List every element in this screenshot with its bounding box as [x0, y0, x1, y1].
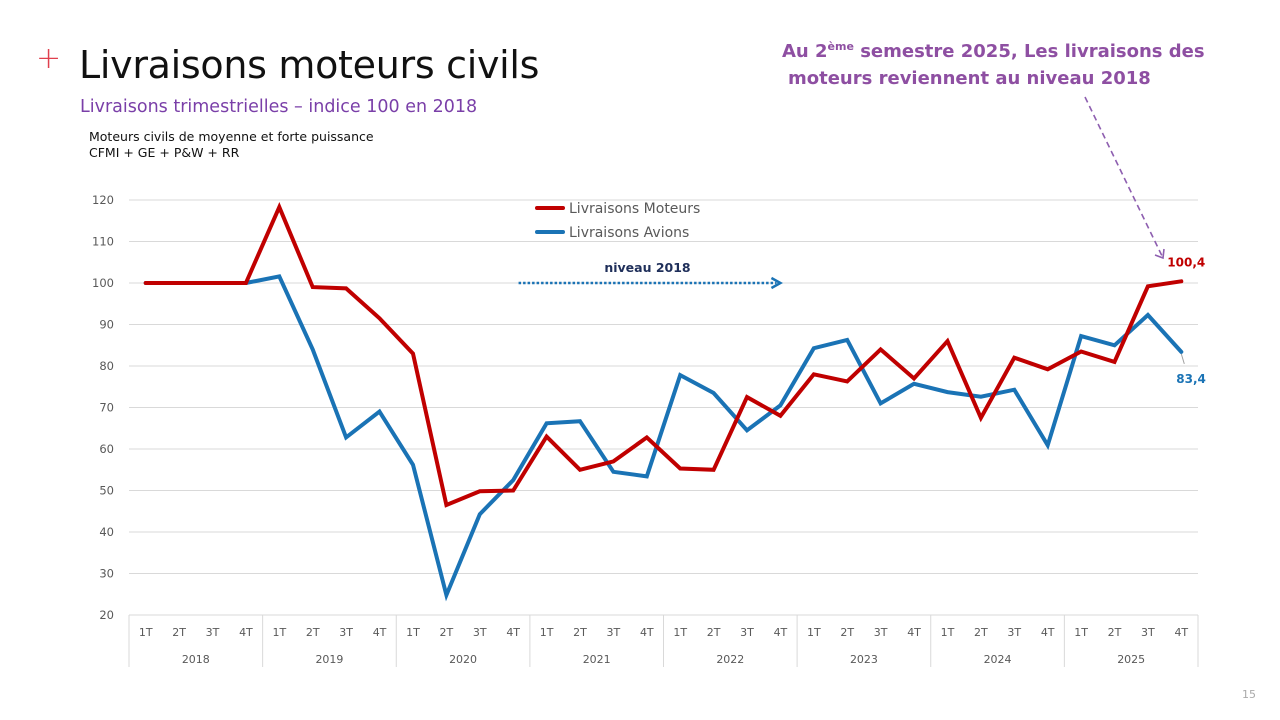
callout-text: Au 2ème semestre 2025, Les livraisons de…	[782, 38, 1242, 92]
x-tick-label-year: 2025	[1117, 653, 1145, 666]
x-tick-label-year: 2021	[583, 653, 611, 666]
x-tick-label-quarter: 2T	[707, 626, 721, 639]
x-tick-label-quarter: 3T	[874, 626, 888, 639]
y-tick-label: 30	[99, 567, 114, 581]
x-tick-label-quarter: 4T	[373, 626, 387, 639]
legend-label-moteurs: Livraisons Moteurs	[569, 201, 700, 217]
x-tick-label-quarter: 3T	[473, 626, 487, 639]
callout-sup: ème	[827, 40, 854, 53]
x-tick-label-quarter: 2T	[573, 626, 587, 639]
y-tick-label: 40	[99, 525, 114, 539]
x-tick-label-quarter: 4T	[506, 626, 520, 639]
x-tick-label-quarter: 3T	[1141, 626, 1155, 639]
x-tick-label-quarter: 2T	[974, 626, 988, 639]
x-tick-label-quarter: 3T	[740, 626, 754, 639]
x-tick-label-quarter: 2T	[1108, 626, 1122, 639]
x-tick-label-year: 2019	[315, 653, 343, 666]
x-tick-label-year: 2023	[850, 653, 878, 666]
x-tick-label-quarter: 3T	[206, 626, 220, 639]
y-tick-label: 110	[92, 235, 114, 249]
callout-line2: moteurs reviennent au niveau 2018	[788, 68, 1151, 89]
x-tick-label-quarter: 2T	[306, 626, 320, 639]
page-subtitle: Livraisons trimestrielles – indice 100 e…	[80, 97, 478, 117]
note-line-1: Moteurs civils de moyenne et forte puiss…	[89, 129, 374, 144]
x-tick-label-quarter: 1T	[941, 626, 955, 639]
x-tick-label-quarter: 4T	[239, 626, 253, 639]
callout-arrowhead-icon	[1154, 248, 1165, 260]
legend-label-avions: Livraisons Avions	[569, 225, 689, 241]
x-tick-label-year: 2024	[984, 653, 1012, 666]
y-tick-label: 90	[99, 318, 114, 332]
x-tick-label-quarter: 4T	[1174, 626, 1188, 639]
x-tick-label-year: 2020	[449, 653, 477, 666]
page-title: Livraisons moteurs civils	[79, 43, 540, 87]
note-line-2: CFMI + GE + P&W + RR	[89, 145, 240, 160]
y-tick-label: 60	[99, 442, 114, 456]
x-tick-label-quarter: 2T	[840, 626, 854, 639]
y-tick-label: 50	[99, 484, 114, 498]
callout-part2: semestre 2025, Les livraisons des	[853, 41, 1205, 62]
x-tick-label-year: 2018	[182, 653, 210, 666]
series-line-moteurs	[143, 202, 1184, 508]
x-tick-label-quarter: 4T	[1041, 626, 1055, 639]
data-label-moteurs: 100,4	[1167, 255, 1205, 269]
x-tick-label-quarter: 1T	[807, 626, 821, 639]
niveau-2018-label: niveau 2018	[604, 260, 690, 275]
x-tick-label-quarter: 1T	[673, 626, 687, 639]
x-tick-label-quarter: 1T	[540, 626, 554, 639]
page-number: 15	[1242, 688, 1256, 701]
y-tick-label: 120	[92, 193, 114, 207]
x-tick-label-quarter: 2T	[440, 626, 454, 639]
y-tick-label: 100	[92, 276, 114, 290]
x-tick-label-quarter: 3T	[1007, 626, 1021, 639]
x-tick-label-quarter: 4T	[907, 626, 921, 639]
x-tick-label-quarter: 1T	[406, 626, 420, 639]
series-line-avions	[143, 274, 1184, 602]
x-tick-label-quarter: 1T	[139, 626, 153, 639]
callout-arrow	[1084, 96, 1164, 259]
chart-note: Moteurs civils de moyenne et forte puiss…	[89, 129, 374, 161]
plus-icon: +	[36, 41, 62, 76]
x-tick-label-quarter: 3T	[607, 626, 621, 639]
arrowhead-icon	[770, 276, 783, 290]
x-tick-label-quarter: 3T	[339, 626, 353, 639]
y-tick-label: 20	[99, 608, 114, 622]
chart-legend: Livraisons Moteurs Livraisons Avions	[535, 201, 700, 241]
x-tick-label-quarter: 2T	[172, 626, 186, 639]
data-label-avions: 83,4	[1176, 372, 1206, 386]
x-tick-label-year: 2022	[716, 653, 744, 666]
x-tick-label-quarter: 1T	[272, 626, 286, 639]
y-tick-label: 80	[99, 359, 114, 373]
y-tick-label: 70	[99, 401, 114, 415]
callout-part1: Au 2	[782, 41, 828, 62]
data-label-leader	[1180, 353, 1185, 365]
x-tick-label-quarter: 4T	[774, 626, 788, 639]
x-tick-label-quarter: 4T	[640, 626, 654, 639]
x-tick-label-quarter: 1T	[1074, 626, 1088, 639]
